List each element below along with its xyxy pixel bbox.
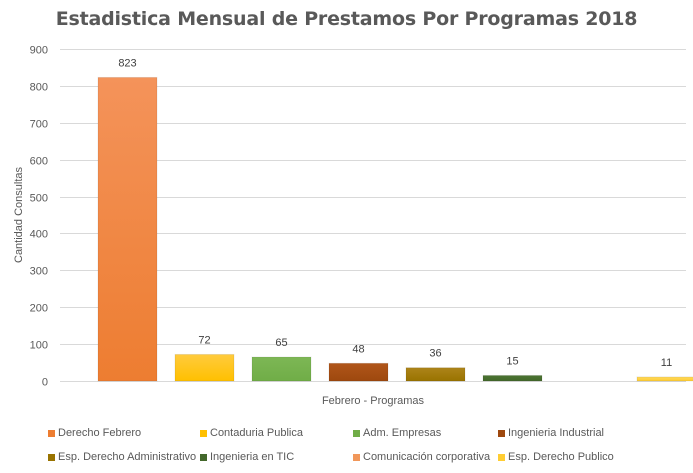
legend-label: Derecho Febrero: [58, 427, 142, 439]
legend-swatch: [353, 429, 360, 437]
chart-title: Estadistica Mensual de Prestamos Por Pro…: [55, 8, 638, 30]
legend-swatch: [48, 453, 55, 461]
y-tick-label: 100: [30, 340, 48, 352]
data-label: 36: [429, 348, 441, 360]
y-tick-label: 0: [42, 377, 48, 389]
legend-item: Esp. Derecho Administrativo: [48, 451, 196, 463]
data-label: 11: [661, 357, 672, 369]
legend-item: Derecho Febrero: [48, 427, 141, 439]
y-tick-label: 700: [30, 119, 48, 131]
legend-label: Ingenieria Industrial: [508, 427, 605, 439]
legend-swatch: [498, 453, 505, 461]
bar-esp-derecho-administrativo: [405, 367, 466, 382]
y-tick-label: 400: [30, 229, 48, 241]
bar-derecho-febrero: [97, 76, 158, 382]
legend-item: Esp. Derecho Publico: [498, 451, 614, 463]
bar-contaduria-publica: [174, 353, 235, 382]
data-label: 823: [118, 57, 136, 69]
legend-item: Contaduria Publica: [200, 427, 303, 439]
bar-ingenieria-industrial: [328, 362, 389, 382]
legend-label: Adm. Empresas: [363, 427, 442, 439]
legend-item: Adm. Empresas: [353, 427, 441, 439]
data-labels: 823 72 65 48 36 15 11: [118, 57, 672, 369]
y-tick-label: 600: [30, 156, 48, 168]
legend-item: Ingenieria en TIC: [200, 451, 294, 463]
legend-swatch: [200, 429, 207, 437]
y-tick-label: 300: [30, 266, 48, 278]
data-label: 15: [506, 355, 518, 367]
legend-label: Contaduria Publica: [210, 427, 303, 439]
bars: [97, 76, 693, 382]
data-label: 65: [275, 337, 287, 349]
legend-label: Esp. Derecho Publico: [508, 451, 614, 463]
bar-ingenieria-en-tic: [482, 374, 543, 382]
legend-label: Comunicación corporativa: [363, 451, 491, 463]
bar-esp-derecho-publico: [636, 376, 693, 382]
y-tick-label: 800: [30, 82, 48, 94]
legend-swatch: [353, 453, 360, 461]
legend-swatch: [200, 453, 207, 461]
data-label: 48: [352, 343, 364, 355]
legend-swatch: [48, 429, 55, 437]
legend-swatch: [498, 429, 505, 437]
data-label: 72: [198, 334, 210, 346]
bar-adm-empresas: [251, 356, 312, 382]
gridlines: [60, 49, 686, 382]
legend-label: Ingenieria en TIC: [210, 451, 295, 463]
x-axis-title: Febrero - Programas: [322, 395, 425, 407]
y-axis-title: Cantidad Consultas: [13, 167, 25, 264]
y-tick-label: 200: [30, 303, 48, 315]
y-axis-tick-labels: 0 100 200 300 400 500 600 700 800 900: [30, 45, 48, 389]
y-tick-label: 900: [30, 45, 48, 57]
legend-item: Ingenieria Industrial: [498, 427, 604, 439]
legend-item: Comunicación corporativa: [353, 451, 490, 463]
legend-label: Esp. Derecho Administrativo: [58, 451, 197, 463]
y-tick-label: 500: [30, 193, 48, 205]
